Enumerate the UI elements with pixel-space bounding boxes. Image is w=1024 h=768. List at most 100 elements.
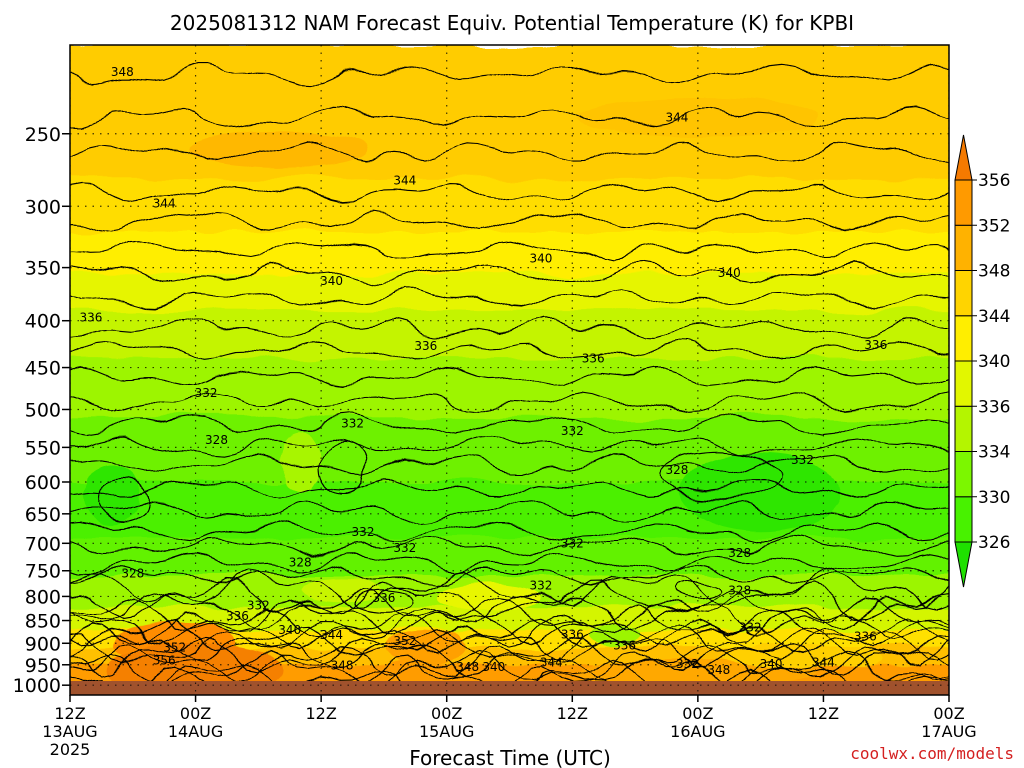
x-tick-label: 12Z — [305, 704, 336, 723]
contour-label: 340 — [482, 660, 505, 674]
ground-strip — [70, 681, 949, 695]
contour-label: 340 — [529, 251, 552, 265]
y-tick-label: 850 — [25, 611, 61, 633]
x-tick-label: 00Z — [682, 704, 713, 723]
contour-label: 352 — [163, 641, 186, 655]
contour-label: 344 — [665, 111, 688, 125]
color-feature — [83, 465, 140, 526]
contour-label: 336 — [864, 338, 887, 352]
contour-label: 332 — [393, 541, 416, 555]
y-tick-label: 800 — [25, 586, 61, 608]
color-feature — [280, 431, 321, 492]
x-tick-label: 12Z — [808, 704, 839, 723]
contour-label: 340 — [278, 623, 301, 637]
contour-label: 328 — [728, 583, 751, 597]
colorbar-segment — [954, 405, 973, 452]
contour-label: 328 — [665, 463, 688, 477]
contour-label: 332 — [529, 578, 552, 592]
contour-line — [70, 182, 949, 203]
colorbar-label: 336 — [978, 397, 1010, 417]
y-tick-label: 350 — [25, 258, 61, 280]
contour-label: 356 — [153, 654, 176, 668]
y-tick-label: 600 — [25, 472, 61, 494]
y-tick-label: 450 — [25, 358, 61, 380]
contour-label: 348 — [456, 660, 479, 674]
contour-label: 340 — [760, 657, 783, 671]
contour-line — [70, 629, 949, 668]
contour-label: 332 — [352, 525, 375, 539]
plot-area: 348 344 344 344 340 340 340 336 336 336 336 332 332 3… — [70, 45, 949, 695]
colorbar-label: 334 — [978, 443, 1010, 463]
x-tick-label: 00Z — [933, 704, 964, 723]
y-tick-label: 500 — [25, 399, 61, 421]
contour-label: 336 — [854, 630, 877, 644]
contour-line — [70, 391, 949, 412]
x-tick-label: 13AUG — [42, 722, 97, 741]
contour-line — [70, 565, 949, 586]
y-tick-label: 650 — [25, 504, 61, 526]
x-axis-label: Forecast Time (UTC) — [409, 746, 611, 768]
colorbar-segment — [954, 496, 973, 543]
y-tick-label: 550 — [25, 437, 61, 459]
plot-frame — [69, 44, 950, 696]
color-feature — [680, 451, 841, 532]
y-tick-label: 300 — [25, 196, 61, 218]
y-tick-label: 1000 — [13, 675, 61, 697]
contour-line — [70, 643, 949, 683]
contour-label: 348 — [111, 65, 134, 79]
x-tick-label: 14AUG — [168, 722, 223, 741]
colorbar: 326 330 334 336 340 344 348 352 356 — [954, 134, 1010, 588]
contour-label: 332 — [676, 657, 699, 671]
x-tick-label: 17AUG — [921, 722, 976, 741]
contour-label: 336 — [582, 352, 605, 366]
contour-line — [70, 263, 949, 284]
contour-label: 328 — [121, 566, 144, 580]
contour-label: 344 — [393, 173, 416, 187]
color-feature — [189, 131, 370, 168]
contour-line — [70, 414, 949, 436]
contour-line — [70, 212, 949, 232]
contour-label: 332 — [791, 453, 814, 467]
contour-label: 348 — [331, 659, 354, 673]
colorbar-segment — [954, 179, 973, 226]
contour-line — [70, 318, 949, 339]
y-tick-label: 750 — [25, 561, 61, 583]
contour-label: 328 — [205, 433, 228, 447]
contour-label: 344 — [320, 628, 343, 642]
contour-label: 336 — [414, 339, 437, 353]
contour-line — [70, 435, 949, 456]
x-tick-label: 15AUG — [419, 722, 474, 741]
contour-line — [70, 636, 949, 675]
contour-line — [70, 623, 949, 662]
contour-loop — [658, 450, 780, 500]
y-tick-label: 900 — [25, 633, 61, 655]
color-band — [70, 358, 949, 426]
contour-loop — [95, 478, 149, 524]
contour-label: 332 — [739, 620, 762, 634]
contour-line — [70, 650, 949, 690]
contour-line — [70, 580, 949, 619]
chart-title: 2025081312 NAM Forecast Equiv. Potential… — [170, 11, 854, 35]
contour-line — [70, 659, 949, 695]
contour-loop — [675, 582, 721, 600]
colorbar-label: 356 — [978, 171, 1010, 191]
colorbar-low-arrow — [954, 541, 973, 588]
contour-line — [70, 604, 949, 644]
colorbar-label: 340 — [978, 352, 1010, 372]
y-tick-label: 250 — [25, 124, 61, 146]
colorbar-segment — [954, 270, 973, 317]
contour-label: 336 — [226, 609, 249, 623]
colorbar-label: 348 — [978, 262, 1010, 282]
contour-label: 344 — [540, 656, 563, 670]
contour-line — [70, 569, 949, 608]
contour-line — [70, 500, 949, 521]
contour-label: 332 — [341, 417, 364, 431]
y-tick-label: 950 — [25, 655, 61, 677]
credit-text: coolwx.com/models — [850, 744, 1014, 763]
colorbar-segment — [954, 360, 973, 407]
x-tick-label: 12Z — [54, 704, 85, 723]
contour-line — [70, 478, 949, 499]
contour-line — [70, 589, 949, 629]
contour-loop — [319, 441, 365, 496]
